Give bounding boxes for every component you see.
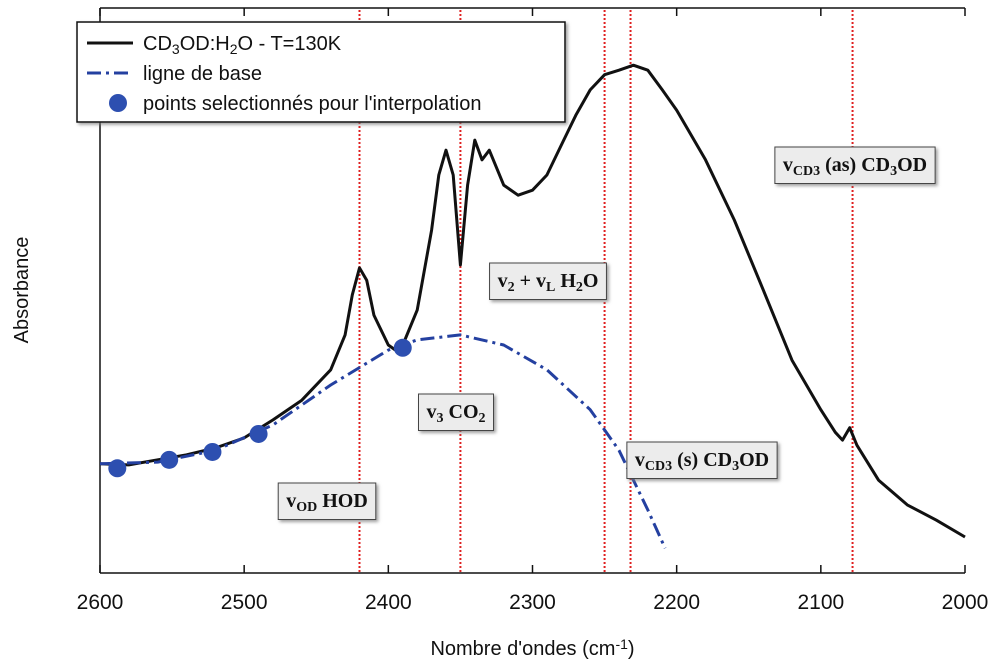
subscript: CD3 — [793, 164, 820, 179]
subscript: CD3 — [645, 459, 672, 474]
subscript: OD — [296, 500, 317, 515]
annotation: v2 + vL H2O — [489, 262, 607, 300]
annotation-box — [418, 393, 494, 431]
text-part: HOD — [317, 490, 368, 512]
x-tick-label: 2600 — [77, 591, 124, 614]
text-part: ligne de base — [143, 63, 262, 85]
annotation-box — [626, 441, 778, 479]
text-part: + v — [515, 270, 546, 292]
legend-label: points selectionnés pour l'interpolation — [143, 93, 481, 115]
x-tick-label: 2500 — [221, 591, 268, 614]
annotation-text: vCD3 (s) CD3OD — [635, 449, 769, 474]
text-part: v — [427, 401, 437, 423]
annotation: vOD HOD — [277, 482, 377, 520]
text-part: v — [635, 449, 645, 471]
annotation-box — [774, 146, 936, 184]
text-part: (as) CD — [820, 154, 890, 176]
x-axis-label: Nombre d'ondes (cm-1) — [430, 636, 634, 660]
text-part: CD — [143, 33, 172, 55]
subscript: 3 — [437, 411, 444, 426]
data-point — [249, 424, 268, 443]
subscript: 2 — [479, 411, 486, 426]
text-part: O - T=130K — [237, 33, 341, 55]
subscript: 3 — [732, 459, 739, 474]
annotation-text: vCD3 (as) CD3OD — [783, 154, 927, 179]
text-part: OD — [897, 154, 927, 176]
text-part: Nombre d'ondes (cm — [430, 638, 615, 660]
annotation: vCD3 (as) CD3OD — [774, 146, 936, 184]
subscript: 3 — [890, 164, 897, 179]
text-part: ) — [628, 638, 635, 660]
annotation-box — [489, 262, 607, 300]
series-line — [99, 63, 966, 539]
x-tick-label: 2100 — [797, 591, 844, 614]
x-tick-label: 2000 — [942, 591, 989, 614]
y-axis-label: Absorbance — [11, 237, 33, 344]
legend: CD3OD:H2O - T=130K ligne de base points se… — [76, 21, 566, 123]
annotation: v3 CO2 — [418, 393, 494, 431]
text-part: OD — [739, 449, 769, 471]
data-point — [393, 338, 412, 357]
subscript: L — [546, 280, 555, 295]
data-point — [160, 450, 179, 469]
legend-label: ligne de base — [143, 63, 262, 85]
annotation-text: v2 + vL H2O — [498, 270, 599, 295]
legend-box — [76, 21, 566, 123]
text-part: points selectionnés pour l'interpolation — [143, 93, 481, 115]
annotation-text: v3 CO2 — [427, 401, 486, 426]
data-point — [203, 442, 222, 461]
text-part: v — [498, 270, 508, 292]
data-point — [108, 459, 127, 478]
legend-swatch — [109, 94, 127, 112]
annotation-box — [277, 482, 377, 520]
subscript: 2 — [576, 280, 583, 295]
x-tick-label: 2300 — [509, 591, 556, 614]
text-part: (s) CD — [672, 449, 732, 471]
text-part: v — [783, 154, 793, 176]
text-part: OD:H — [180, 33, 230, 55]
annotation-text: vOD HOD — [286, 490, 368, 515]
text-part: CO — [444, 401, 479, 423]
text-part: H — [555, 270, 576, 292]
x-tick-label: 2200 — [653, 591, 700, 614]
x-tick-label: 2400 — [365, 591, 412, 614]
series-line — [99, 333, 667, 549]
annotation: vCD3 (s) CD3OD — [626, 441, 778, 479]
subscript: 3 — [172, 41, 180, 57]
legend-label: CD3OD:H2O - T=130K — [143, 33, 342, 57]
text-part: O — [583, 270, 599, 292]
text-part: v — [286, 490, 296, 512]
supscript: -1 — [615, 636, 628, 652]
subscript: 2 — [230, 41, 238, 57]
subscript: 2 — [508, 280, 515, 295]
